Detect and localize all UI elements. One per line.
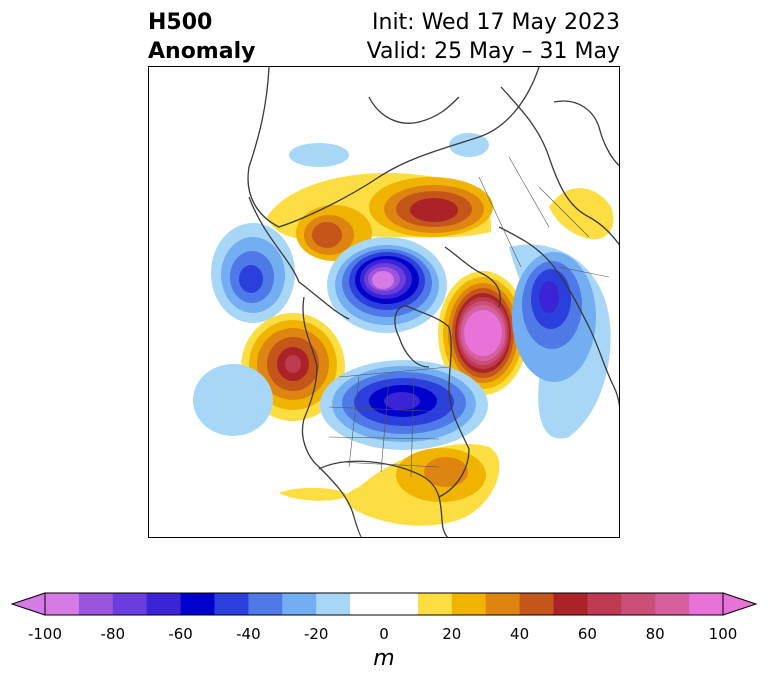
colorbar-segment (451, 593, 487, 615)
borders (328, 156, 610, 478)
colorbar-tick-label: 0 (379, 625, 389, 643)
colorbar-tick-label: 80 (645, 625, 665, 643)
colorbar-segment (350, 593, 385, 615)
colorbar-tick-label: 40 (510, 625, 530, 643)
colorbar-segment (553, 593, 588, 615)
anomaly-arctic-small-low (289, 133, 489, 167)
anomaly-north-russia-high (267, 172, 493, 261)
colorbar-tick-label: -100 (27, 625, 63, 643)
colorbar-segment (78, 593, 114, 615)
colorbar-tick-label: -40 (236, 625, 261, 643)
colorbar-segment (384, 593, 419, 615)
anomaly-arctic-low (327, 237, 447, 333)
anomaly-east-asia-high (549, 188, 614, 240)
colorbar-segment (180, 593, 215, 615)
colorbar-segment (655, 593, 690, 615)
colorbar-segment (519, 593, 554, 615)
colorbar-segment (282, 593, 317, 615)
anomaly-aleutian-low (211, 223, 295, 323)
map-panel (148, 66, 620, 538)
colorbar-high-extension (722, 592, 758, 616)
colorbar-segment (417, 593, 453, 615)
colorbar-segment (621, 593, 656, 615)
colorbar-segment (146, 593, 182, 615)
colorbar-tick-label: -80 (100, 625, 126, 643)
colorbar-tick-label: -20 (303, 625, 329, 643)
title-left: H500 Anomaly (148, 10, 256, 64)
colorbar-tick-label: 20 (442, 625, 462, 643)
colorbar-tick-label: -60 (168, 625, 193, 643)
colorbar-segment (485, 593, 521, 615)
colorbar-low-extension (10, 592, 46, 616)
anomaly-eastern-canada-low (320, 360, 488, 450)
colorbar-segment (316, 593, 351, 615)
colorbar-segment (689, 593, 724, 615)
init-date: Init: Wed 17 May 2023 (372, 10, 620, 35)
colorbar-tick-label: 100 (708, 625, 738, 643)
title-right: Init: Wed 17 May 2023 Valid: 25 May – 31… (367, 8, 620, 66)
colorbar-segment (248, 593, 283, 615)
colorbar-segment (45, 593, 80, 615)
anomaly-map (193, 67, 619, 537)
colorbar-segment (112, 593, 148, 615)
valid-range: Valid: 25 May – 31 May (366, 39, 620, 64)
anomaly-pacific-weak-low (193, 364, 273, 436)
colorbar-tick-label: 60 (577, 625, 597, 643)
colorbar-segment (214, 593, 249, 615)
anomaly-southeast-us-high (279, 443, 500, 526)
colorbar-unit: m (373, 646, 395, 671)
anomaly-greenland-europe-high (438, 271, 528, 395)
anomaly-siberia-low (509, 244, 611, 439)
colorbar-segment (587, 593, 622, 615)
colorbar (10, 592, 758, 616)
